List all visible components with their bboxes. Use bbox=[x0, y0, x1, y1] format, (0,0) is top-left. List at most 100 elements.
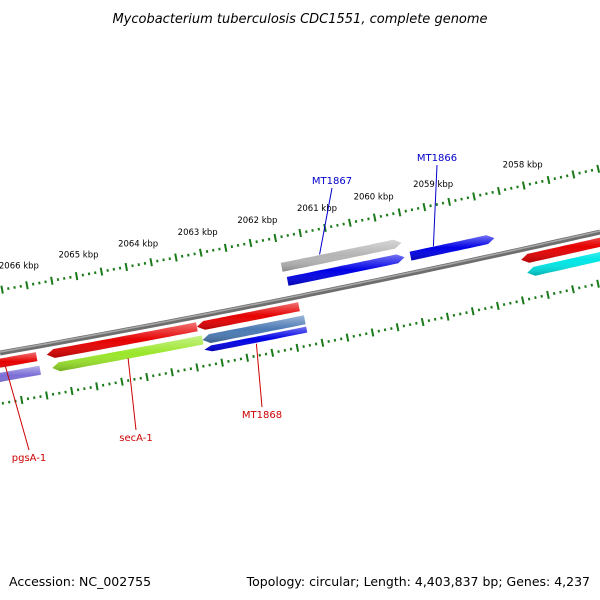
tick-mark bbox=[402, 324, 406, 328]
tick-mark bbox=[565, 289, 568, 293]
tick-mark bbox=[445, 312, 450, 321]
gene-label-MT1866[interactable]: MT1866 bbox=[417, 153, 457, 164]
tick-mark bbox=[527, 297, 531, 301]
tick-mark bbox=[596, 164, 600, 173]
tick-mark bbox=[270, 348, 275, 357]
kbp-label: 2066 kbp bbox=[0, 261, 39, 271]
tick-mark bbox=[26, 397, 30, 401]
tick-mark bbox=[230, 245, 234, 249]
tick-mark bbox=[51, 392, 55, 396]
tick-mark bbox=[361, 218, 364, 222]
tick-mark bbox=[372, 213, 377, 222]
gene-shading bbox=[527, 251, 600, 276]
tick-mark bbox=[264, 352, 268, 356]
tick-mark bbox=[327, 340, 330, 343]
tick-layer: 2058 kbp 2059 kbp 2060 kbp 2061 kbp 2062 kbp… bbox=[0, 160, 600, 405]
tick-mark bbox=[571, 285, 575, 294]
tick-mark bbox=[95, 382, 99, 391]
tick-mark bbox=[99, 267, 104, 276]
tick-mark bbox=[118, 266, 122, 270]
leader-line bbox=[432, 164, 438, 247]
tick-mark bbox=[510, 186, 513, 190]
tick-mark bbox=[470, 307, 475, 316]
gene-label-MT1867[interactable]: MT1867 bbox=[312, 176, 352, 187]
tick-mark bbox=[187, 253, 190, 257]
gene-label-pgsA-1[interactable]: pgsA-1 bbox=[12, 453, 47, 464]
gene-label-secA-1[interactable]: secA-1 bbox=[119, 433, 152, 444]
tick-mark bbox=[578, 171, 581, 175]
gene-label-MT1868[interactable]: MT1868 bbox=[242, 410, 282, 421]
backbone-highlight bbox=[0, 230, 600, 353]
tick-mark bbox=[314, 342, 318, 346]
kbp-label: 2063 kbp bbox=[178, 228, 218, 238]
tick-mark bbox=[352, 334, 355, 338]
tick-mark bbox=[479, 193, 482, 197]
tick-mark bbox=[245, 353, 249, 362]
tick-mark bbox=[540, 294, 543, 298]
gene-shading bbox=[409, 235, 495, 261]
tick-mark bbox=[64, 390, 67, 394]
tick-mark bbox=[139, 376, 142, 380]
tick-mark bbox=[447, 197, 451, 206]
tick-mark bbox=[258, 353, 261, 357]
tick-mark bbox=[333, 338, 337, 342]
gene-shading bbox=[46, 322, 198, 358]
tick-mark bbox=[509, 301, 512, 305]
tick-mark bbox=[491, 190, 494, 194]
gene-shading bbox=[286, 254, 405, 286]
tick-mark bbox=[559, 290, 562, 294]
backbone-line bbox=[0, 229, 600, 356]
gene-shading bbox=[196, 302, 300, 330]
tick-mark bbox=[342, 222, 345, 226]
tick-mark bbox=[472, 192, 476, 201]
tick-mark bbox=[320, 338, 325, 347]
tick-mark bbox=[101, 383, 105, 387]
tick-mark bbox=[460, 197, 463, 201]
tick-mark bbox=[584, 285, 587, 289]
tick-mark bbox=[454, 198, 457, 203]
tick-mark bbox=[286, 234, 289, 237]
tick-mark bbox=[252, 355, 255, 358]
tick-mark bbox=[212, 248, 215, 252]
tick-mark bbox=[195, 363, 199, 372]
tick-mark bbox=[120, 377, 124, 386]
tick-mark bbox=[156, 259, 159, 263]
tick-mark bbox=[243, 242, 246, 246]
tick-mark bbox=[516, 185, 519, 189]
tick-mark bbox=[162, 258, 165, 262]
tick-mark bbox=[124, 262, 128, 272]
tick-mark bbox=[292, 232, 296, 236]
tick-mark bbox=[298, 228, 302, 238]
tick-mark bbox=[114, 381, 117, 385]
tick-mark bbox=[571, 170, 576, 179]
tick-mark bbox=[367, 217, 370, 221]
tick-mark bbox=[329, 225, 333, 229]
tick-mark bbox=[459, 312, 462, 316]
tick-mark bbox=[89, 386, 92, 389]
tick-mark bbox=[365, 332, 368, 336]
tick-mark bbox=[137, 263, 140, 267]
tick-mark bbox=[168, 257, 171, 261]
tick-mark bbox=[189, 367, 193, 371]
tick-mark bbox=[233, 358, 236, 362]
tick-mark bbox=[336, 223, 339, 227]
tick-mark bbox=[465, 311, 468, 315]
tick-mark bbox=[199, 248, 203, 257]
tick-mark bbox=[541, 179, 544, 183]
tick-mark bbox=[183, 368, 186, 372]
tick-mark bbox=[133, 377, 136, 381]
tick-mark bbox=[435, 203, 438, 206]
leader-line bbox=[4, 366, 30, 451]
tick-mark bbox=[452, 313, 456, 317]
gene-shading bbox=[52, 335, 204, 372]
leader-line bbox=[255, 343, 263, 408]
tick-mark bbox=[433, 317, 437, 321]
tick-mark bbox=[590, 283, 594, 287]
tick-mark bbox=[497, 186, 501, 196]
tick-mark bbox=[490, 305, 493, 309]
tick-mark bbox=[33, 396, 36, 400]
gene-shading bbox=[0, 365, 41, 382]
tick-mark bbox=[420, 317, 425, 327]
tick-mark bbox=[370, 328, 375, 337]
